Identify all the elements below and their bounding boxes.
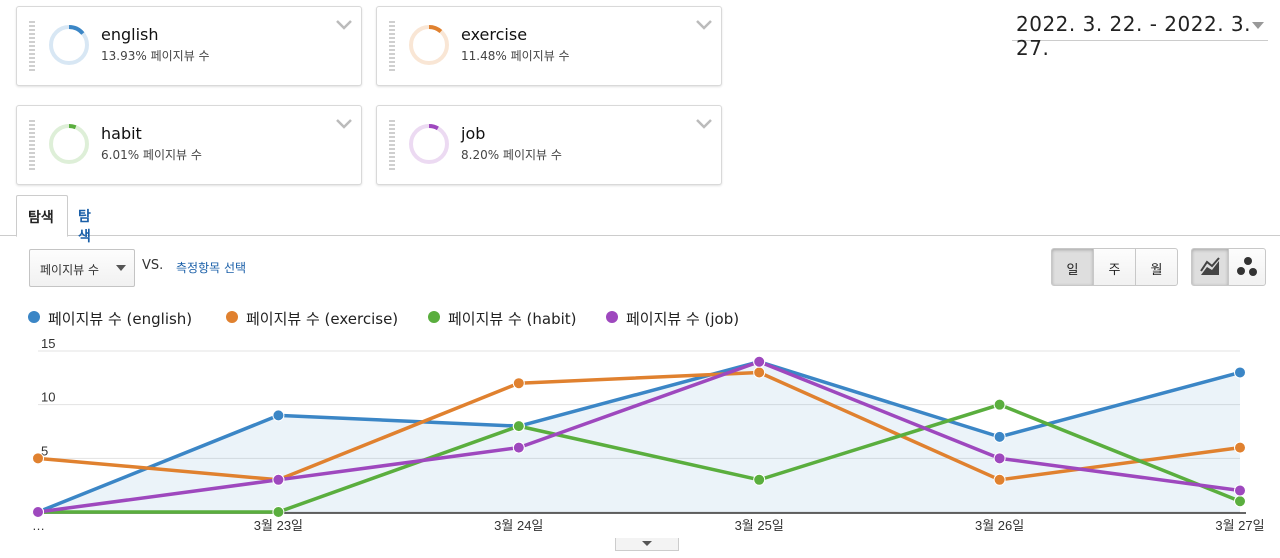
legend-label: 페이지뷰 수 (job)	[626, 310, 740, 328]
metric-select-label: 페이지뷰 수	[40, 263, 100, 277]
legend-dot	[28, 311, 40, 323]
segment-card-english[interactable]: english 13.93% 페이지뷰 수	[16, 6, 362, 86]
data-point-2-4	[993, 398, 1006, 411]
series-line-1	[37, 370, 1241, 482]
segment-percentage: 6.01% 페이지뷰 수	[101, 148, 202, 162]
data-point-3-1	[272, 473, 285, 486]
motion-chart-icon	[1237, 257, 1257, 276]
chevron-down-icon[interactable]	[335, 15, 353, 33]
tab-explore[interactable]: 탐색	[16, 195, 68, 237]
data-point-2-2	[512, 420, 525, 433]
drag-handle[interactable]	[389, 21, 395, 71]
x-tick-label: 3월 26일	[975, 518, 1024, 533]
tab-explore-label: 탐색	[28, 210, 54, 226]
x-tick-label: 3월 23일	[254, 518, 303, 533]
data-point-1-5	[1234, 441, 1246, 454]
data-point-3-0	[32, 506, 44, 518]
data-point-1-3	[753, 366, 766, 379]
vs-label: VS.	[142, 258, 164, 273]
legend-label: 페이지뷰 수 (exercise)	[246, 310, 399, 328]
segment-donut	[409, 25, 449, 65]
legend-label: 페이지뷰 수 (habit)	[448, 310, 577, 328]
chevron-down-icon[interactable]	[335, 114, 353, 132]
segment-card-habit[interactable]: habit 6.01% 페이지뷰 수	[16, 105, 362, 185]
data-point-3-4	[993, 452, 1006, 465]
metric-dropdown-arrow-icon	[116, 265, 126, 271]
segment-name: habit	[101, 124, 142, 143]
date-dropdown-arrow-icon	[1252, 22, 1264, 29]
line-chart-button[interactable]	[1191, 248, 1229, 286]
legend-dot	[226, 311, 238, 323]
legend-label: 페이지뷰 수 (english)	[48, 310, 193, 328]
x-tick-label: …	[32, 518, 45, 533]
select-metric-link[interactable]: 측정항목 선택	[176, 261, 247, 275]
segment-card-job[interactable]: job 8.20% 페이지뷰 수	[376, 105, 722, 185]
data-point-1-0	[32, 452, 44, 465]
y-tick-label: 5	[41, 443, 48, 458]
segment-donut	[49, 25, 89, 65]
period-week-label: 주	[1108, 263, 1121, 278]
expand-arrow-icon	[642, 541, 652, 546]
period-day-label: 일	[1066, 263, 1079, 278]
chevron-down-icon[interactable]	[695, 114, 713, 132]
data-point-3-5	[1234, 484, 1246, 497]
series-area-0	[38, 361, 1240, 512]
legend-dot	[428, 311, 440, 323]
period-week-button[interactable]: 주	[1093, 248, 1136, 286]
data-point-0-1	[272, 409, 285, 422]
date-range-label: 2022. 3. 22. - 2022. 3. 27.	[1016, 12, 1251, 60]
series-line-0	[37, 359, 1241, 514]
drag-handle[interactable]	[389, 120, 395, 170]
segment-card-exercise[interactable]: exercise 11.48% 페이지뷰 수	[376, 6, 722, 86]
report-tabs: 탐색 탐색 요약	[0, 195, 1280, 285]
segment-name: exercise	[461, 25, 528, 44]
data-point-2-3	[753, 473, 766, 486]
date-range-picker[interactable]: 2022. 3. 22. - 2022. 3. 27.	[1012, 8, 1268, 60]
data-point-0-5	[1234, 366, 1246, 379]
data-point-2-1	[272, 506, 285, 518]
line-chart-icon	[1200, 257, 1220, 275]
x-tick-label: 3월 25일	[735, 518, 784, 533]
chart-expand-handle[interactable]	[615, 538, 679, 551]
series-line-3	[37, 359, 1241, 514]
y-tick-label: 15	[41, 336, 55, 351]
legend-dot	[606, 311, 618, 323]
series-line-2	[38, 402, 1241, 514]
segment-donut	[49, 124, 89, 164]
segment-percentage: 11.48% 페이지뷰 수	[461, 49, 570, 63]
segment-donut	[409, 124, 449, 164]
data-point-1-4	[993, 473, 1006, 486]
data-point-3-3	[753, 355, 766, 368]
drag-handle[interactable]	[29, 21, 35, 71]
chevron-down-icon[interactable]	[695, 15, 713, 33]
data-point-0-4	[993, 430, 1006, 443]
data-point-2-5	[1234, 495, 1246, 508]
segment-percentage: 8.20% 페이지뷰 수	[461, 148, 562, 162]
period-day-button[interactable]: 일	[1051, 248, 1094, 286]
period-month-button[interactable]: 월	[1135, 248, 1178, 286]
x-tick-label: 3월 27일	[1215, 518, 1264, 533]
metric-select[interactable]: 페이지뷰 수	[29, 249, 135, 287]
segment-name: english	[101, 25, 159, 44]
line-chart: 5 10 15 … 3월 23일 3월 24일 3월 25일 3월 26일 3월 27일	[32, 336, 1265, 533]
segment-percentage: 13.93% 페이지뷰 수	[101, 49, 210, 63]
x-tick-label: 3월 24일	[494, 518, 543, 533]
data-point-3-2	[512, 441, 525, 454]
data-point-1-2	[512, 377, 525, 390]
motion-chart-button[interactable]	[1228, 248, 1266, 286]
y-tick-label: 10	[41, 390, 55, 405]
segment-name: job	[461, 124, 486, 143]
drag-handle[interactable]	[29, 120, 35, 170]
period-month-label: 월	[1150, 263, 1163, 278]
